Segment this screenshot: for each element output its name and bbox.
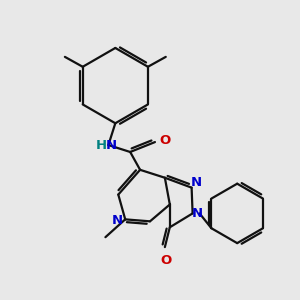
Text: O: O [159,134,170,147]
Text: O: O [160,254,172,267]
Text: N: N [112,214,123,227]
Text: H: H [96,139,107,152]
Text: N: N [191,176,202,189]
Text: N: N [192,207,203,220]
Text: N: N [106,139,117,152]
